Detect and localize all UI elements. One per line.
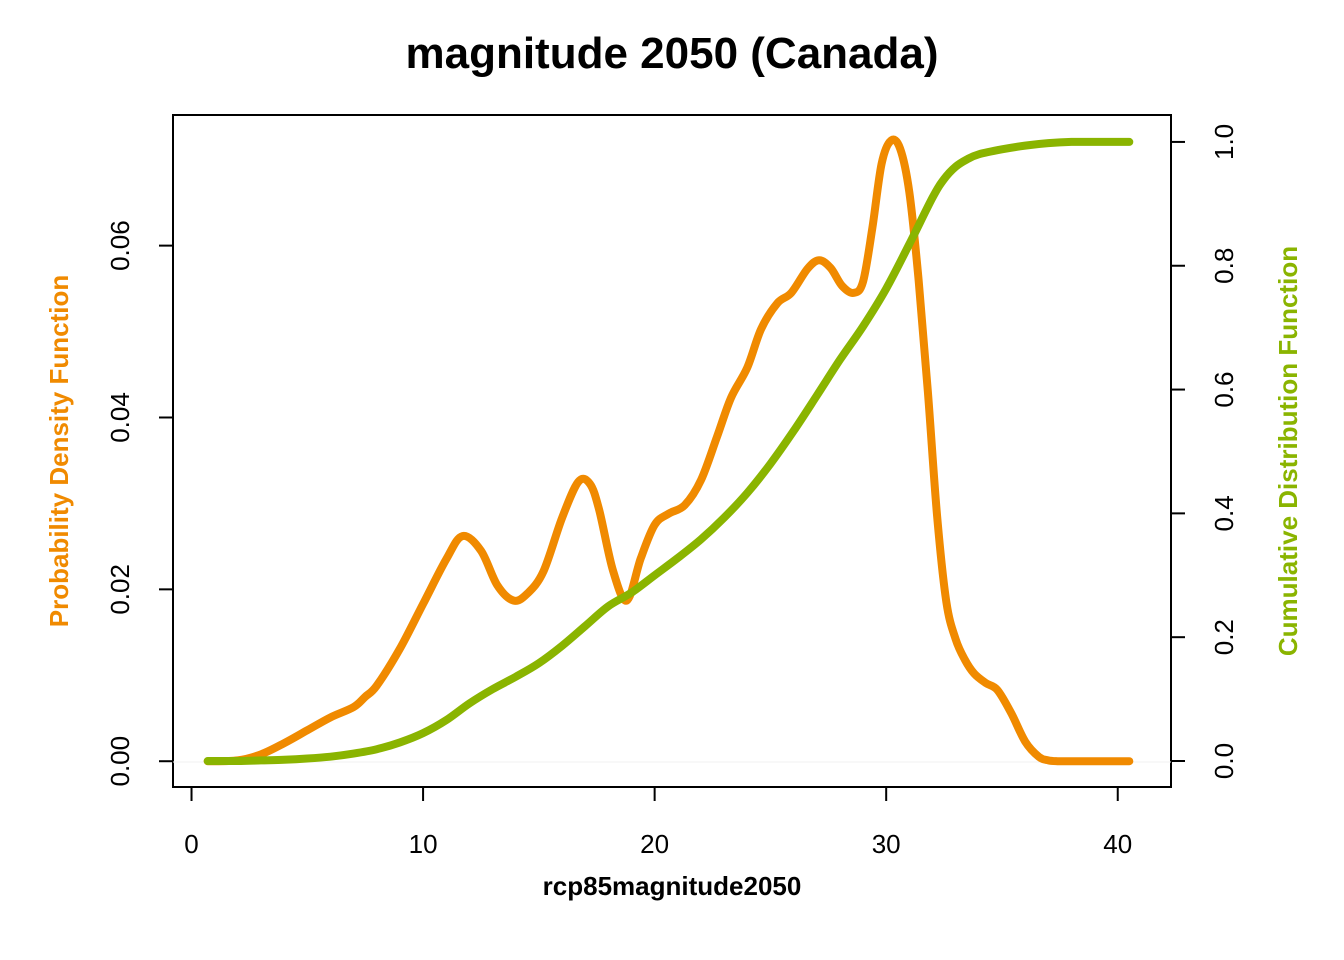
series-layer	[203, 135, 1134, 766]
y-right-tick-label: 0.6	[1209, 371, 1239, 407]
y-right-axis: 0.0 0.2 0.4 0.6 0.8 1.0	[1170, 124, 1239, 779]
y-right-axis-label: Cumulative Distribution Function	[1273, 246, 1303, 656]
y-left-tick-label: 0.06	[105, 220, 135, 271]
y-right-tick-label: 1.0	[1209, 124, 1239, 160]
y-right-tick-label: 0.2	[1209, 619, 1239, 655]
plot-frame	[172, 114, 1172, 788]
cdf-series-line	[203, 137, 1134, 766]
y-left-tick-label: 0.00	[105, 736, 135, 787]
y-left-axis-label: Probability Density Function	[44, 275, 74, 627]
x-axis: 0 10 20 30 40	[184, 786, 1132, 859]
x-tick-label: 30	[872, 829, 901, 859]
x-tick-label: 40	[1103, 829, 1132, 859]
x-tick-label: 20	[640, 829, 669, 859]
chart-title: magnitude 2050 (Canada)	[405, 29, 938, 78]
x-tick-label: 10	[409, 829, 438, 859]
y-right-tick-label: 0.8	[1209, 248, 1239, 284]
y-right-tick-label: 0.0	[1209, 743, 1239, 779]
x-tick-label: 0	[184, 829, 198, 859]
y-left-tick-label: 0.02	[105, 564, 135, 615]
y-left-axis: 0.00 0.02 0.04 0.06	[105, 220, 174, 787]
x-axis-label: rcp85magnitude2050	[543, 871, 802, 901]
pdf-series-line	[203, 135, 1134, 766]
y-right-tick-label: 0.4	[1209, 495, 1239, 531]
y-left-tick-label: 0.04	[105, 392, 135, 443]
